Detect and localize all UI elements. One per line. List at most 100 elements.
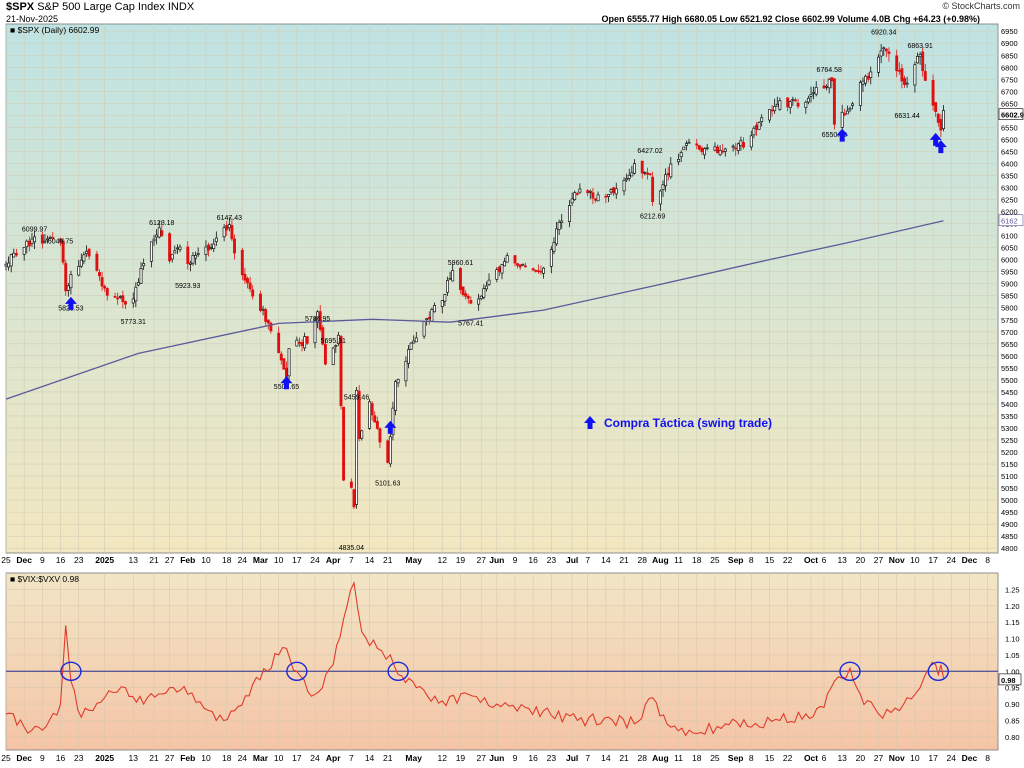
candle-body [433,304,436,313]
candle-body [757,122,761,130]
candle-body [116,297,120,300]
price-annotation: 6147.43 [217,215,242,222]
x-tick-label: 13 [837,753,847,763]
candle-body [596,194,600,202]
candle-body [825,85,829,88]
candle-body [809,94,813,97]
price-annotation: 6863.91 [907,43,932,50]
candle-body [152,238,156,242]
candle-body [897,70,901,72]
candle-body [939,119,943,131]
candle-body [778,100,782,110]
candle-body [66,285,70,291]
candle-body [243,273,247,281]
x-tick-label: 7 [349,753,354,763]
y-tick-label: 5300 [1001,424,1018,433]
x-tick-label: 15 [765,555,775,565]
buy-arrow-shape [934,140,947,154]
chart-header: $SPX S&P 500 Large Cap Index INDX [6,1,194,13]
candle-body [916,56,919,64]
price-annotation: 6049.75 [48,239,73,246]
candle-body [427,316,431,320]
candle-body [827,78,831,89]
x-tick-label: 12 [438,753,448,763]
candle-body [518,264,522,268]
x-tick-label: 18 [222,753,232,763]
x-tick-label: 21 [383,555,393,565]
candle-body [887,51,891,54]
x-tick-label: 23 [74,555,84,565]
candle-body [321,327,325,345]
candle-body [404,360,408,382]
x-tick-label: 24 [310,753,320,763]
x-tick-label: 10 [274,753,284,763]
chart-date: 21-Nov-2025 [6,14,59,24]
x-tick-label: 23 [547,555,557,565]
candle-body [142,263,146,267]
candle-body [160,230,164,237]
candle-body [648,173,652,176]
price-annotation: 6920.34 [871,29,896,36]
x-tick-label: Dec [962,753,978,763]
candle-body [591,192,595,199]
candle-body [755,124,758,130]
y-tick-label: 6900 [1001,39,1018,48]
y-tick-label: 6700 [1001,87,1018,96]
candle-body [942,110,945,130]
x-tick-label: May [405,753,422,763]
candle-body [14,253,18,256]
candle-body [136,282,140,286]
x-tick-label: 28 [637,555,647,565]
candle-body [536,270,540,273]
candle-body [378,428,382,443]
y-tick-label: 5750 [1001,316,1018,325]
candle-body [669,163,673,178]
candle-body [77,266,81,276]
y-tick-label: 5850 [1001,292,1018,301]
legend-note: Compra Táctica (swing trade) [604,416,772,430]
candle-body [658,190,662,205]
x-tick-label: 8 [749,555,754,565]
candle-body [409,342,413,350]
candle-body [786,97,790,108]
symbol: $SPX [6,1,35,13]
y-tick-label: 5100 [1001,472,1018,481]
ratio-panel: 25 Dec 9 16 23 2025 13 21 27 Feb 10 18 24 Mar 10 17 24 Ap… [1,572,1022,763]
x-tick-label: 6 [822,753,827,763]
candle-body [607,194,610,197]
candle-body [643,172,647,174]
ratio-panel-bg [5,572,999,751]
candle-body [43,240,47,243]
candle-body [630,172,634,177]
candle-body [355,389,359,505]
candle-body [604,195,608,198]
buy-arrow-shape [64,296,77,310]
x-tick-label: 13 [129,753,139,763]
moving-average-line [5,220,944,400]
x-tick-label: 21 [149,555,159,565]
y-tick-label: 5950 [1001,268,1018,277]
y-tick-label: 1.20 [1005,602,1020,611]
y-tick-label: 5000 [1001,496,1018,505]
price-annotation: 5786.95 [305,316,330,323]
candle-body [568,205,571,222]
candle-body [448,277,452,280]
candle-body [85,251,88,254]
y-tick-label: 4800 [1001,544,1018,553]
candle-body [687,141,691,144]
x-tick-label: 24 [310,555,320,565]
candle-body [264,309,268,322]
y-tick-label: 4850 [1001,532,1018,541]
candle-body [866,75,870,80]
x-tick-label: Apr [326,555,341,565]
y-tick-label: 5200 [1001,448,1018,457]
buy-arrow-shape [384,420,397,434]
candle-body [796,102,800,107]
candle-body [495,269,499,280]
candle-body [869,71,873,78]
candle-body [82,254,86,262]
candle-body [814,86,818,95]
candle-body [931,80,935,106]
candle-body [124,301,127,305]
x-tick-label: 14 [601,555,611,565]
